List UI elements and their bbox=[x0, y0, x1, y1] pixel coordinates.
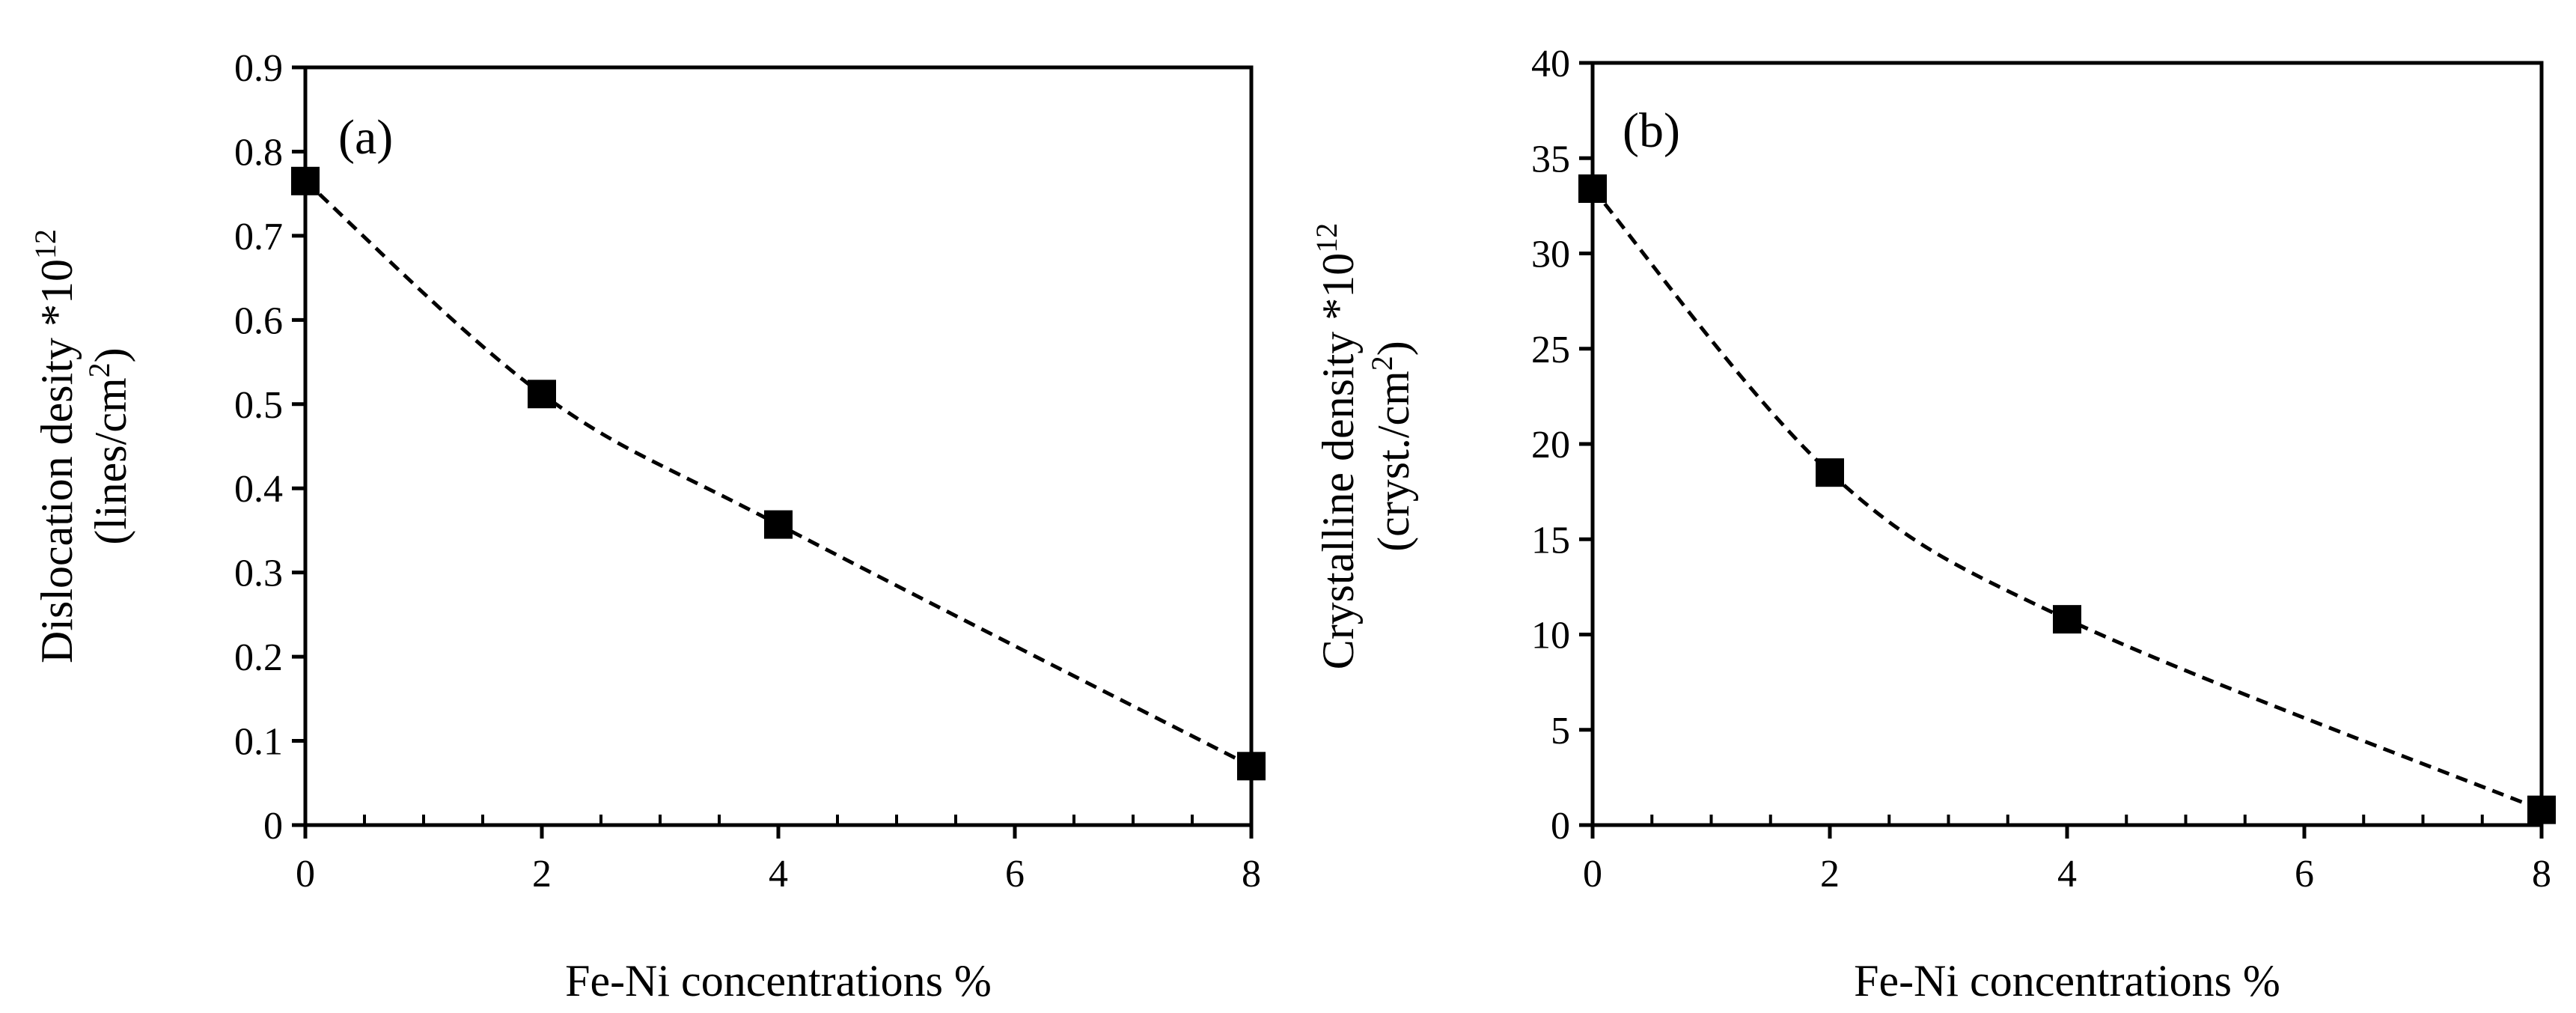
y-tick-label: 35 bbox=[1531, 138, 1570, 180]
panel-a-y-axis-title-line2-end: ) bbox=[86, 347, 135, 362]
panel-a-x-minor-ticks bbox=[363, 815, 1194, 825]
panel-b-data-points bbox=[1578, 174, 2556, 824]
y-tick-label: 30 bbox=[1531, 234, 1570, 276]
data-point-marker bbox=[528, 380, 556, 409]
y-tick-label: 10 bbox=[1531, 615, 1570, 657]
panel-b-y-axis-title-line2-sup: 2 bbox=[1365, 356, 1399, 371]
panel-a-chart: 0 0.1 0.2 0.3 0.4 0.5 0.6 0.7 0.8 0.9 0 2 4 6 8 (a) F… bbox=[28, 47, 1266, 1006]
x-tick-label: 4 bbox=[2057, 853, 2077, 895]
panel-a-series-line bbox=[304, 179, 1253, 768]
panel-b-y-axis-title-line1-sup: 12 bbox=[1310, 223, 1343, 253]
panel-a-data-points bbox=[291, 166, 1266, 781]
y-tick-label: 20 bbox=[1531, 424, 1570, 466]
panel-a-y-axis-title-line1-text: Dislocation desity *10 bbox=[32, 259, 82, 663]
y-tick-label: 0 bbox=[263, 805, 283, 848]
y-tick-label: 0.5 bbox=[234, 384, 283, 427]
x-tick-label: 0 bbox=[296, 853, 315, 895]
y-tick-label: 0.3 bbox=[234, 553, 283, 595]
panel-a-y-axis-title-line2-sup: 2 bbox=[82, 362, 116, 377]
panel-a-y-axis-title-line1: Dislocation desity *1012 bbox=[28, 229, 82, 663]
y-tick-label: 0.1 bbox=[234, 721, 283, 764]
x-tick-label: 0 bbox=[1583, 853, 1602, 895]
y-tick-label: 0.2 bbox=[234, 636, 283, 679]
panel-b-y-axis-title-line2-text: (cryst./cm bbox=[1369, 371, 1418, 552]
data-point-marker bbox=[1237, 752, 1266, 781]
y-tick-label: 0.7 bbox=[234, 216, 283, 258]
y-tick-label: 0 bbox=[1551, 805, 1570, 848]
y-tick-label: 5 bbox=[1551, 710, 1570, 752]
data-point-marker bbox=[2053, 605, 2081, 634]
panel-a-label: (a) bbox=[338, 110, 393, 165]
panel-a-x-axis-title: Fe-Ni concentrations % bbox=[565, 956, 992, 1006]
y-tick-label: 25 bbox=[1531, 329, 1570, 371]
data-point-marker bbox=[1578, 174, 1607, 203]
panel-b-series-line bbox=[1591, 187, 2542, 812]
y-tick-label: 0.8 bbox=[234, 131, 283, 174]
panel-b-y-axis: 0 5 10 15 20 25 30 35 40 bbox=[1531, 43, 1593, 848]
panel-a-y-axis-title-line1-sup: 12 bbox=[28, 229, 62, 259]
data-point-marker bbox=[764, 510, 793, 539]
x-tick-label: 8 bbox=[2532, 853, 2551, 895]
panel-b-y-axis-title-line2-end: ) bbox=[1369, 341, 1418, 356]
y-tick-label: 15 bbox=[1531, 519, 1570, 562]
panel-a-x-axis: 0 2 4 6 8 bbox=[296, 825, 1261, 895]
panel-b-x-axis: 0 2 4 6 8 bbox=[1583, 825, 2551, 895]
panel-a-y-axis: 0 0.1 0.2 0.3 0.4 0.5 0.6 0.7 0.8 0.9 bbox=[234, 47, 305, 848]
panel-a-plot-frame bbox=[303, 65, 1254, 827]
panel-b-x-minor-ticks bbox=[1650, 815, 2484, 825]
panel-b-plot-frame bbox=[1590, 61, 2544, 827]
panel-b-y-axis-title-line2: (cryst./cm2) bbox=[1365, 341, 1419, 552]
x-tick-label: 4 bbox=[769, 853, 788, 895]
data-point-marker bbox=[1816, 458, 1844, 487]
panel-a-y-axis-title-line2: (lines/cm2) bbox=[82, 347, 136, 544]
data-point-marker bbox=[2527, 795, 2556, 824]
x-tick-label: 2 bbox=[532, 853, 552, 895]
panel-a-y-axis-title-line2-text: (lines/cm bbox=[86, 377, 135, 544]
panel-b-y-axis-title-line1: Crystalline density *1012 bbox=[1310, 223, 1364, 670]
y-tick-label: 0.6 bbox=[234, 299, 283, 342]
x-tick-label: 6 bbox=[2295, 853, 2314, 895]
panel-b-chart: 0 5 10 15 20 25 30 35 40 0 2 4 6 8 (b) Fe-Ni concent… bbox=[1310, 43, 2556, 1006]
x-tick-label: 8 bbox=[1242, 853, 1261, 895]
panel-b-x-axis-title: Fe-Ni concentrations % bbox=[1854, 956, 2280, 1006]
y-tick-label: 40 bbox=[1531, 43, 1570, 85]
y-tick-label: 0.9 bbox=[234, 47, 283, 90]
x-tick-label: 6 bbox=[1005, 853, 1025, 895]
panel-b-y-axis-title-line1-text: Crystalline density *10 bbox=[1313, 253, 1363, 670]
y-tick-label: 0.4 bbox=[234, 468, 283, 511]
data-point-marker bbox=[291, 166, 320, 195]
panel-b-label: (b) bbox=[1623, 103, 1680, 158]
x-tick-label: 2 bbox=[1820, 853, 1840, 895]
